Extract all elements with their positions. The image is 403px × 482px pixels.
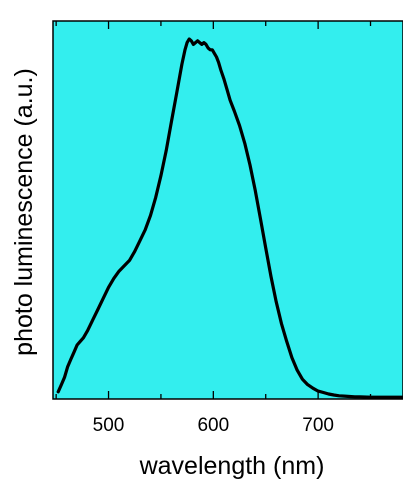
x-tick-label: 600 [197, 415, 229, 436]
pl-spectrum-line [56, 37, 403, 399]
x-tick-labels: 500 600 700 [93, 415, 334, 436]
y-axis-title: photo luminescence (a.u.) [10, 68, 38, 356]
series-group [56, 37, 403, 399]
x-tick-label: 700 [302, 415, 334, 436]
x-axis-title: wavelength (nm) [139, 452, 325, 480]
plot-area [52, 20, 403, 400]
x-tick-label: 500 [93, 415, 125, 436]
